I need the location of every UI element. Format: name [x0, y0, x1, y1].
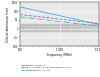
- Line: lambda gap FFoLT at 1.5T: lambda gap FFoLT at 1.5T: [20, 17, 99, 26]
- lambda gap FFoLT at 1.5T: [47, 20, 48, 21]
- lambda gap FFoLT at 1.5T: [31, 18, 32, 19]
- mu_r=1, sigma=1.5 S/m (muscle/brain at 1.5 T): [98, 23, 100, 24]
- lambda gap FFoLT at 1.5T: [86, 24, 88, 25]
- Legend: lambda/1,  delta=1.5, mu_r=1, sigma=1.5 S/m (muscle/brain at 1.5 T), lambda gap : lambda/1, delta=1.5, mu_r=1, sigma=1.5 S…: [21, 64, 71, 71]
- mu_r=1, sigma=1.5 S/m (muscle/brain at 1.5 T): [86, 22, 88, 23]
- lambda/1,  delta=1.5: [59, 15, 60, 16]
- Line: lambda/1,  delta=1.5: lambda/1, delta=1.5: [20, 7, 99, 24]
- lambda gap FFoLT at 1.5T: [19, 16, 21, 17]
- mu_r=1, sigma=1.5 S/m (muscle/brain at 1.5 T): [71, 20, 72, 21]
- lambda/1,  delta=1.5: [31, 9, 32, 10]
- Line: mu_r=1, sigma=1.5 S/m (muscle/brain at 1.5 T): mu_r=1, sigma=1.5 S/m (muscle/brain at 1…: [20, 15, 99, 24]
- lambda/1,  delta=1.5: [19, 6, 21, 7]
- lambda/1,  delta=1.5: [86, 21, 88, 22]
- mu_r=1, sigma=1.5 S/m (muscle/brain at 1.5 T): [47, 17, 48, 18]
- mu_r=1, sigma=1.5 S/m (muscle/brain at 1.5 T): [31, 15, 32, 16]
- mu_r=1, sigma=1.5 S/m (muscle/brain at 1.5 T): [59, 19, 60, 20]
- lambda/1,  delta=1.5: [98, 24, 100, 25]
- X-axis label: Frequency (MHz): Frequency (MHz): [47, 53, 72, 57]
- Bar: [20, 24, 99, 31]
- lambda gap FFoLT at 1.5T: [71, 22, 72, 23]
- lambda gap FFoLT at 1.5T: [59, 21, 60, 22]
- Y-axis label: Critical dimension (cm): Critical dimension (cm): [6, 7, 10, 42]
- lambda/1,  delta=1.5: [71, 18, 72, 19]
- mu_r=1, sigma=1.5 S/m (muscle/brain at 1.5 T): [19, 14, 21, 15]
